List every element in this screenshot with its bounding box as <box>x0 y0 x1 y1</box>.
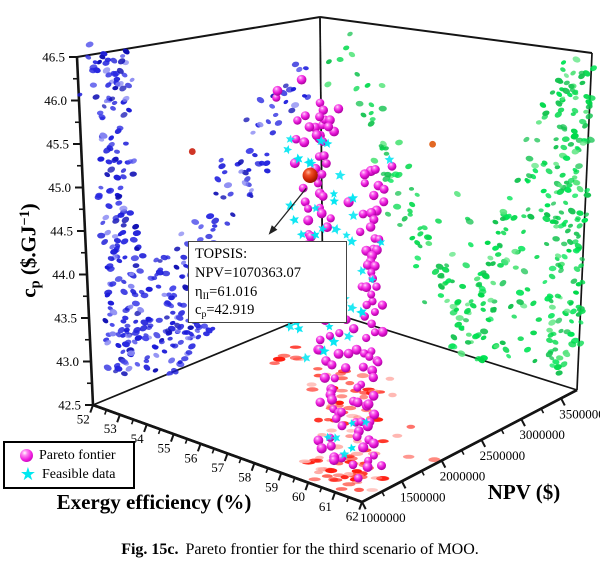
tick-label: 61 <box>319 499 332 514</box>
legend-label-pareto: Pareto fontier <box>39 447 116 463</box>
caption-label: Fig. 15c. <box>121 541 179 558</box>
annotation-line: cp=42.919 <box>195 302 255 321</box>
tick-label: 1500000 <box>400 489 446 504</box>
tick-label: 2000000 <box>440 469 486 484</box>
legend-label-feasible: Feasible data <box>42 466 116 482</box>
annotation-line: ηII=61.016 <box>195 283 258 302</box>
tick-label: 59 <box>265 479 278 494</box>
tick-label: 44.0 <box>52 267 75 282</box>
tick-label: 58 <box>238 470 251 485</box>
legend-item-feasible-data: ★ Feasible data <box>13 465 133 484</box>
tick-label: 42.5 <box>58 398 81 413</box>
y-axis-title: NPV ($) <box>487 480 561 504</box>
pareto-sphere-icon <box>20 449 33 462</box>
annotation-arrow <box>268 187 307 235</box>
tick-label: 57 <box>211 460 225 475</box>
x-axis-title: Exergy efficiency (%) <box>56 490 252 514</box>
axis-ticks <box>69 56 566 510</box>
tick-label: 46.0 <box>44 93 67 108</box>
tick-label: 43.5 <box>54 311 77 326</box>
topsis-annotation: TOPSIS: NPV=1070363.07 ηII=61.016 cp=42.919 <box>188 241 347 324</box>
tick-label: 55 <box>157 441 170 456</box>
z-axis-title: cp ($.GJ−1) <box>16 203 44 298</box>
tick-label: 3500000 <box>559 406 600 421</box>
tick-label: 44.5 <box>50 224 73 239</box>
tick-label: 2500000 <box>480 448 526 463</box>
figure-caption: Fig. 15c. Pareto frontier for the third s… <box>0 541 600 559</box>
annotation-line: NPV=1070363.07 <box>195 264 302 281</box>
green-projection-points <box>324 31 598 376</box>
pareto-3d-plot: 42.5 43.0 43.5 44.0 44.5 45.0 45.5 46.0 46.5 52 53… <box>42 16 600 525</box>
annotation-line: TOPSIS: <box>195 246 248 262</box>
tick-label: 43.0 <box>56 354 79 369</box>
axis-tick-labels: 42.5 43.0 43.5 44.0 44.5 45.0 45.5 46.0 46.5 52 53… <box>42 50 600 525</box>
caption-text: Pareto frontier for the third scenario o… <box>185 541 479 558</box>
legend-item-pareto-frontier: Pareto fontier <box>13 446 133 465</box>
topsis-point <box>302 167 318 183</box>
feasible-star-icon: ★ <box>19 463 37 485</box>
tick-label: 62 <box>346 509 359 524</box>
tick-label: 45.5 <box>46 137 69 152</box>
tick-label: 56 <box>184 450 198 465</box>
tick-label: 60 <box>292 489 305 504</box>
tick-label: 3000000 <box>519 427 565 442</box>
tick-label: 53 <box>104 421 117 436</box>
tick-label: 45.0 <box>48 180 71 195</box>
outlier-points <box>188 140 436 155</box>
legend: Pareto fontier ★ Feasible data <box>3 441 135 489</box>
tick-label: 52 <box>77 412 90 427</box>
tick-label: 46.5 <box>42 50 65 65</box>
tick-label: 1000000 <box>360 510 406 525</box>
